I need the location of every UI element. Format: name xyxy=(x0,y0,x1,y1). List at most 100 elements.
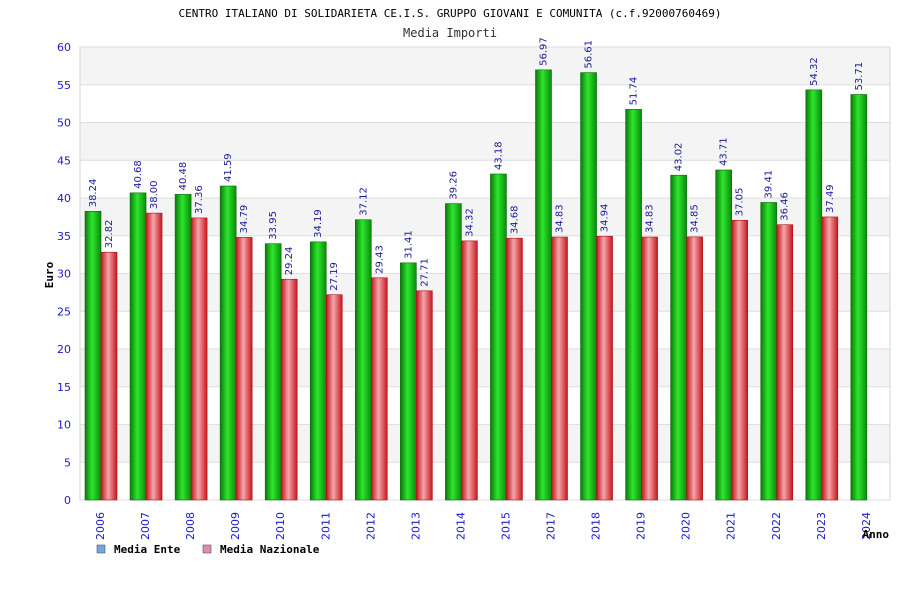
x-tick-label: 2022 xyxy=(770,512,783,540)
plot-band xyxy=(80,47,890,85)
y-tick-label: 45 xyxy=(57,154,71,167)
y-tick-label: 55 xyxy=(57,79,71,92)
bar-media-nazionale xyxy=(596,235,613,501)
x-tick-label: 2006 xyxy=(94,512,107,540)
bar-media-nazionale xyxy=(461,240,478,501)
bar-media-ente xyxy=(309,241,327,501)
bar-media-ente xyxy=(670,174,687,501)
bar-media-ente xyxy=(84,210,102,501)
data-label: 39.26 xyxy=(448,171,459,200)
bar-media-nazionale xyxy=(145,212,163,501)
y-tick-label: 10 xyxy=(57,419,71,432)
x-tick-label: 2015 xyxy=(499,512,512,540)
data-label: 38.24 xyxy=(88,179,99,208)
data-label: 27.19 xyxy=(329,262,340,291)
x-tick-label: 2007 xyxy=(139,512,152,540)
bar-media-nazionale xyxy=(190,217,208,501)
data-label: 34.79 xyxy=(239,205,250,234)
data-label: 37.05 xyxy=(735,188,746,217)
data-label: 56.61 xyxy=(584,40,595,69)
x-tick-label: 2017 xyxy=(545,512,558,540)
y-axis-ticks: 0 5 10 15 20 25 30 35 40 45 50 55 60 xyxy=(57,41,71,507)
legend: Media Ente Media Nazionale xyxy=(96,543,320,556)
plot-band xyxy=(80,235,890,274)
data-label: 43.18 xyxy=(493,141,504,170)
data-label: 27.71 xyxy=(419,258,430,287)
plot-area xyxy=(79,46,891,501)
data-label: 38.00 xyxy=(149,180,160,209)
y-tick-label: 25 xyxy=(57,305,71,318)
x-axis-ticks: 2006 2007 2008 2009 2010 2011 2012 2013 2014 2015… xyxy=(94,512,873,540)
data-label: 40.48 xyxy=(178,162,189,191)
data-label: 34.85 xyxy=(690,204,701,233)
data-label: 37.49 xyxy=(825,184,836,213)
bar-media-ente xyxy=(445,203,462,501)
x-tick-label: 2011 xyxy=(319,512,332,540)
chart-title: CENTRO ITALIANO DI SOLIDARIETA CE.I.S. G… xyxy=(178,7,721,20)
data-label: 34.32 xyxy=(464,208,475,237)
bar-media-nazionale xyxy=(506,237,523,501)
bar-media-ente xyxy=(805,89,823,501)
plot-band xyxy=(80,198,890,236)
plot-band xyxy=(80,462,890,500)
y-tick-label: 40 xyxy=(57,192,71,205)
data-label: 37.12 xyxy=(358,187,369,216)
y-tick-label: 30 xyxy=(57,268,71,281)
data-label: 31.41 xyxy=(403,230,414,259)
y-tick-label: 15 xyxy=(57,381,71,394)
x-axis-label: Anno xyxy=(863,528,890,541)
bar-media-ente xyxy=(129,192,147,501)
bar-media-ente xyxy=(625,109,642,501)
data-label: 56.97 xyxy=(539,37,550,66)
x-tick-label: 2013 xyxy=(409,512,422,540)
x-tick-label: 2024 xyxy=(860,512,873,540)
legend-label: Media Nazionale xyxy=(220,543,320,556)
y-tick-label: 60 xyxy=(57,41,71,54)
bar-media-nazionale xyxy=(100,251,118,501)
plot-band xyxy=(80,84,890,123)
bar-media-nazionale xyxy=(686,236,703,501)
bar-media-ente xyxy=(354,219,372,501)
chart-subtitle: Media Importi xyxy=(403,26,497,40)
x-tick-label: 2008 xyxy=(184,512,197,540)
y-tick-label: 35 xyxy=(57,230,71,243)
data-label: 36.46 xyxy=(780,192,791,221)
data-label: 34.83 xyxy=(645,204,656,233)
bar-media-ente xyxy=(580,72,597,501)
x-tick-label: 2020 xyxy=(680,512,693,540)
bar-media-ente xyxy=(535,69,552,501)
y-axis-label: Euro xyxy=(43,261,56,288)
y-tick-label: 0 xyxy=(64,494,71,507)
data-label: 34.19 xyxy=(313,209,324,238)
data-label: 29.43 xyxy=(374,245,385,274)
data-label: 34.94 xyxy=(600,204,611,233)
bar-media-ente xyxy=(850,94,868,501)
bar-media-nazionale xyxy=(821,216,839,501)
plot-band xyxy=(80,122,890,161)
bar-media-nazionale xyxy=(551,236,568,501)
x-tick-label: 2010 xyxy=(274,512,287,540)
plot-band xyxy=(80,386,890,425)
legend-swatch xyxy=(96,544,106,554)
bar-media-nazionale xyxy=(370,277,388,501)
bar-media-nazionale xyxy=(731,219,749,501)
plot-band xyxy=(80,311,890,349)
bar-media-nazionale xyxy=(416,290,433,501)
legend-label: Media Ente xyxy=(114,543,181,556)
bar-media-nazionale xyxy=(776,224,794,501)
bar-media-ente xyxy=(219,185,237,501)
bar-media-ente xyxy=(400,262,417,501)
y-tick-label: 5 xyxy=(64,456,71,469)
data-label: 43.02 xyxy=(674,143,685,172)
legend-swatch xyxy=(202,544,212,554)
data-label: 39.41 xyxy=(764,170,775,199)
data-label: 33.95 xyxy=(268,211,279,240)
bar-media-nazionale xyxy=(641,236,658,501)
data-label: 41.59 xyxy=(223,153,234,182)
data-label: 53.71 xyxy=(854,62,865,91)
data-label: 51.74 xyxy=(629,77,640,106)
data-labels: 38.24 32.82 40.68 38.00 40.48 37.36 41.59 34.79… xyxy=(88,37,865,290)
y-tick-label: 20 xyxy=(57,343,71,356)
bar-media-ente xyxy=(264,243,282,501)
